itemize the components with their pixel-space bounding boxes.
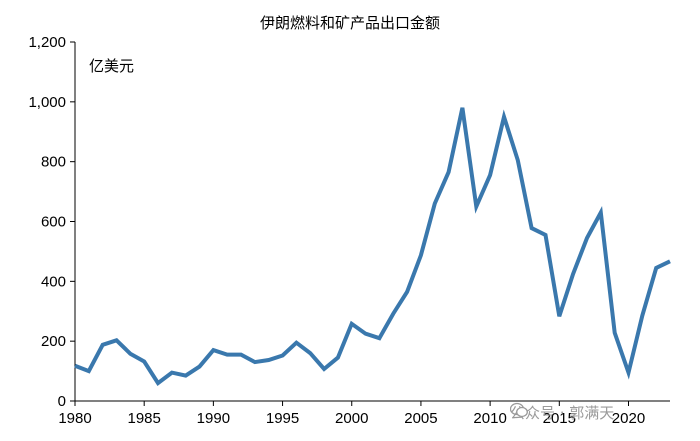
x-tick-label: 2005	[404, 410, 437, 427]
watermark-text: 公众号 · 郭满天	[510, 404, 615, 422]
x-tick-label: 2010	[473, 410, 506, 427]
watermark: 公众号 · 郭满天	[510, 402, 614, 423]
x-tick-label: 1990	[197, 410, 230, 427]
y-tick-label: 800	[41, 154, 66, 171]
y-tick-label: 1,200	[28, 34, 66, 51]
series-line	[74, 107, 671, 386]
x-tick-label: 1995	[266, 410, 299, 427]
unit-label: 亿美元	[89, 57, 134, 75]
x-axis-ticks: 1980 1985 1990 1995 2000 2005 2010 2015 2020	[58, 401, 645, 427]
chart-title: 伊朗燃料和矿产品出口金额	[259, 14, 440, 32]
wechat-icon	[510, 402, 528, 418]
y-tick-label: 0	[58, 393, 66, 410]
y-tick-label: 400	[41, 273, 66, 290]
y-tick-label: 600	[41, 214, 66, 231]
y-tick-label: 1,000	[28, 94, 66, 111]
y-axis-ticks: 0 200 400 600 800 1,000 1,200	[28, 34, 75, 410]
x-tick-label: 2000	[335, 410, 368, 427]
x-tick-label: 1980	[58, 410, 91, 427]
x-tick-label: 2015	[543, 410, 576, 427]
y-tick-label: 200	[41, 333, 66, 350]
x-tick-label: 2020	[612, 410, 645, 427]
x-tick-label: 1985	[127, 410, 160, 427]
chart-axes	[74, 42, 670, 402]
series-group	[74, 107, 671, 386]
